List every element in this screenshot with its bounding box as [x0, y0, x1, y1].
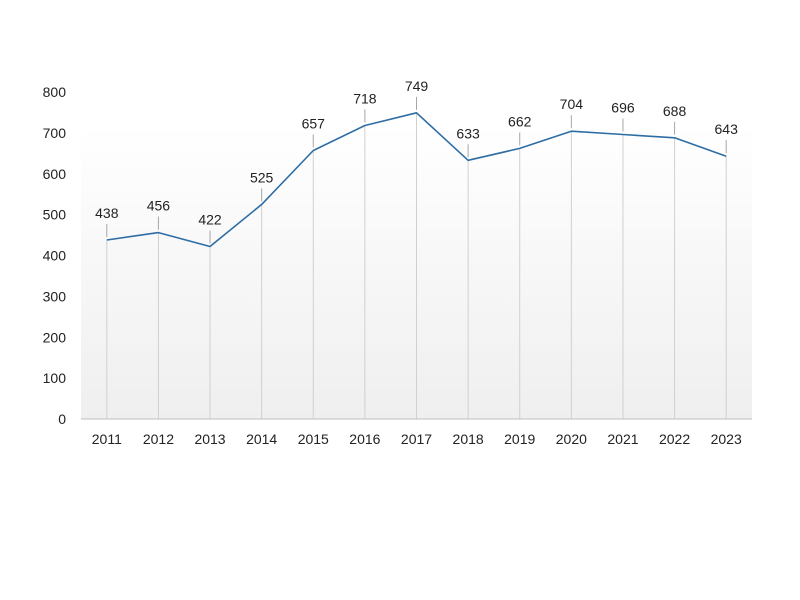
- y-tick-label: 800: [43, 84, 67, 100]
- series-line: [106, 112, 727, 248]
- x-tick-label: 2023: [711, 431, 742, 447]
- y-tick-label: 200: [43, 329, 67, 345]
- x-tick-label: 2015: [298, 431, 329, 447]
- y-axis-tick-labels: 0 100 200 300 400 500 600 700 800: [43, 84, 67, 427]
- y-tick-label: 500: [43, 207, 67, 223]
- y-tick-label: 600: [43, 166, 67, 182]
- data-labels: 438 456 422 525 657 718 749 633 662 704 696 688 643: [95, 78, 738, 228]
- x-tick-label: 2012: [143, 431, 174, 447]
- data-label: 749: [405, 78, 429, 94]
- data-label: 696: [611, 100, 635, 116]
- y-tick-label: 300: [43, 288, 67, 304]
- drop-lines: [106, 112, 727, 419]
- y-tick-label: 0: [58, 411, 66, 427]
- data-label: 525: [250, 169, 274, 185]
- data-label: 422: [198, 212, 222, 228]
- data-label: 688: [663, 103, 687, 119]
- data-label: 456: [147, 198, 171, 214]
- data-label: 643: [715, 121, 739, 137]
- x-tick-label: 2017: [401, 431, 432, 447]
- data-label: 704: [560, 96, 584, 112]
- x-tick-label: 2020: [556, 431, 587, 447]
- x-tick-label: 2016: [349, 431, 380, 447]
- data-label: 718: [353, 91, 377, 107]
- y-tick-label: 100: [43, 370, 67, 386]
- x-tick-label: 2022: [659, 431, 690, 447]
- data-label: 657: [302, 115, 326, 131]
- x-tick-label: 2013: [194, 431, 225, 447]
- y-tick-label: 400: [43, 248, 67, 264]
- x-tick-label: 2014: [246, 431, 277, 447]
- data-label: 662: [508, 113, 532, 129]
- x-tick-label: 2019: [504, 431, 535, 447]
- x-tick-label: 2018: [453, 431, 484, 447]
- y-tick-label: 700: [43, 125, 67, 141]
- data-label: 438: [95, 205, 119, 221]
- x-tick-label: 2021: [607, 431, 638, 447]
- label-leader-lines: [106, 96, 727, 244]
- data-label: 633: [456, 125, 480, 141]
- x-axis-tick-labels: 2011 2012 2013 2014 2015 2016 2017 2018 2019 2020…: [92, 431, 742, 447]
- x-tick-label: 2011: [92, 431, 122, 447]
